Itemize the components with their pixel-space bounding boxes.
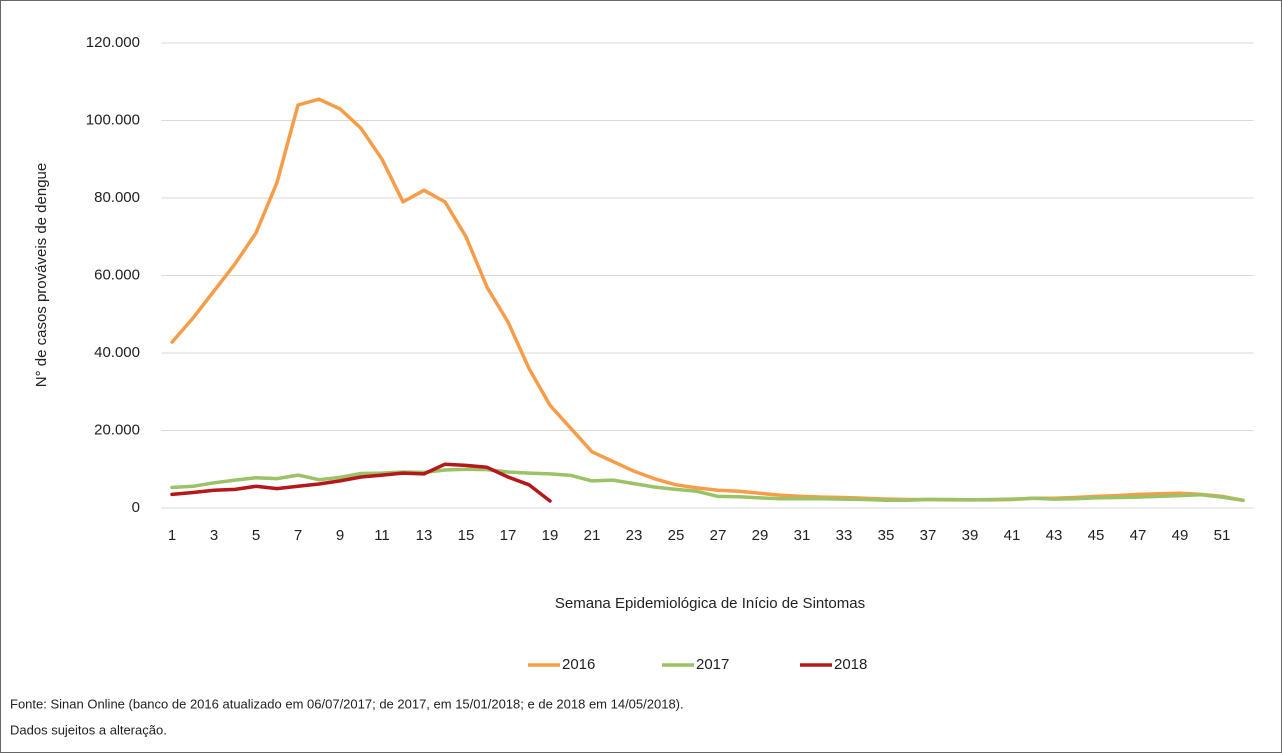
y-tick-label: 100.000 xyxy=(86,111,140,128)
legend-label: 2017 xyxy=(696,656,729,673)
x-tick-label: 3 xyxy=(210,527,218,544)
x-tick-label: 31 xyxy=(794,527,811,544)
x-tick-label: 5 xyxy=(252,527,260,544)
x-tick-label: 43 xyxy=(1046,527,1063,544)
series-line xyxy=(170,467,1245,503)
x-tick-label: 35 xyxy=(878,527,895,544)
x-tick-label: 39 xyxy=(962,527,979,544)
x-tick-label: 11 xyxy=(374,527,390,544)
y-tick-label: 20.000 xyxy=(94,421,140,438)
x-tick-label: 17 xyxy=(500,527,517,544)
x-tick-label: 37 xyxy=(920,527,937,544)
x-tick-label: 15 xyxy=(458,527,475,544)
y-tick-label: 60.000 xyxy=(94,266,140,283)
x-tick-label: 19 xyxy=(542,527,559,544)
x-tick-label: 25 xyxy=(668,527,685,544)
y-tick-label: 0 xyxy=(132,499,140,516)
x-tick-label: 29 xyxy=(752,527,769,544)
x-tick-label: 9 xyxy=(336,527,344,544)
x-tick-label: 13 xyxy=(416,527,433,544)
y-tick-label: 80.000 xyxy=(94,189,140,206)
note: Dados sujeitos a alteração. xyxy=(10,722,167,737)
series-line xyxy=(170,462,552,503)
x-tick-label: 41 xyxy=(1004,527,1021,544)
legend-label: 2016 xyxy=(562,656,595,673)
x-tick-label: 51 xyxy=(1214,527,1231,544)
y-tick-label: 40.000 xyxy=(94,344,140,361)
x-axis-title: Semana Epidemiológica de Início de Sinto… xyxy=(555,595,865,612)
y-tick-label: 120.000 xyxy=(86,34,140,51)
x-tick-label: 1 xyxy=(168,527,176,544)
source-note: Fonte: Sinan Online (banco de 2016 atual… xyxy=(10,696,684,711)
legend-label: 2018 xyxy=(834,656,867,673)
y-axis-title: N° de casos prováveis de dengue xyxy=(33,163,50,387)
x-tick-label: 7 xyxy=(294,527,302,544)
x-tick-label: 23 xyxy=(626,527,643,544)
x-tick-label: 33 xyxy=(836,527,853,544)
x-tick-label: 47 xyxy=(1130,527,1147,544)
x-tick-label: 27 xyxy=(710,527,727,544)
x-tick-label: 21 xyxy=(584,527,601,544)
x-tick-label: 49 xyxy=(1172,527,1189,544)
x-tick-label: 45 xyxy=(1088,527,1105,544)
